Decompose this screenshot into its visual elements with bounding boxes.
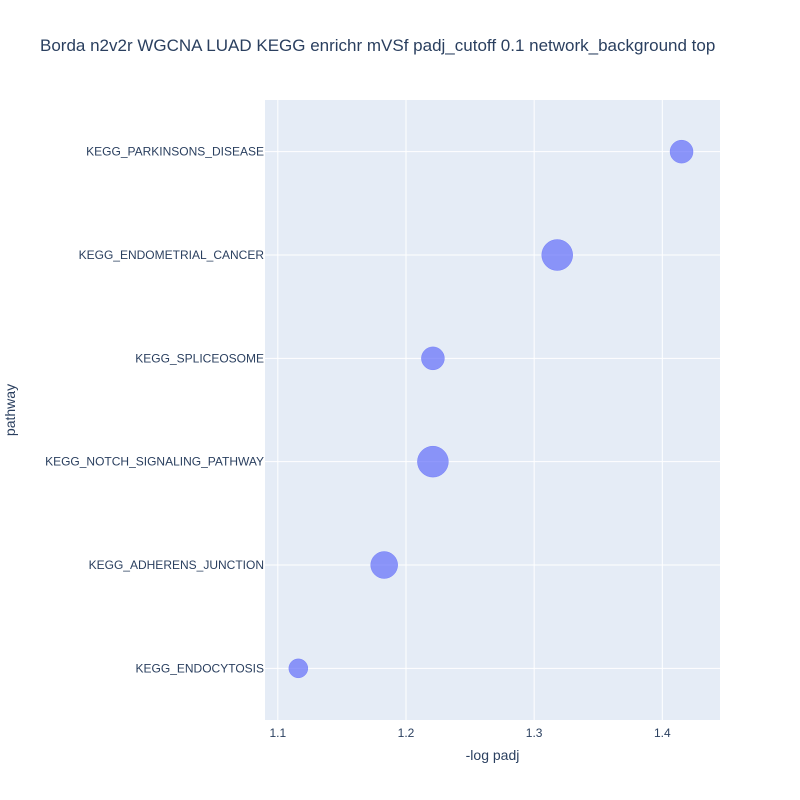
plot-area [265, 100, 720, 720]
data-points [288, 139, 694, 679]
x-tick-label: 1.4 [654, 726, 671, 740]
chart-title: Borda n2v2r WGCNA LUAD KEGG enrichr mVSf… [40, 36, 715, 55]
y-tick-label: KEGG_ENDOMETRIAL_CANCER [79, 248, 265, 262]
y-tick-label: KEGG_NOTCH_SIGNALING_PATHWAY [45, 455, 264, 469]
data-point [421, 346, 445, 371]
data-point [417, 445, 449, 478]
data-point [669, 139, 694, 164]
y-axis-title: pathway [2, 384, 18, 436]
y-tick-label: KEGG_PARKINSONS_DISEASE [86, 145, 264, 159]
x-tick-labels: 1.1 1.2 1.3 1.4 [269, 726, 671, 740]
y-tick-label: KEGG_ADHERENS_JUNCTION [89, 558, 264, 572]
y-tick-labels: KEGG_PARKINSONS_DISEASE KEGG_ENDOMETRIAL_… [45, 145, 264, 676]
data-point [370, 551, 398, 579]
x-tick-label: 1.1 [269, 726, 286, 740]
x-tick-label: 1.2 [398, 726, 415, 740]
x-tick-label: 1.3 [526, 726, 543, 740]
y-tick-label: KEGG_SPLICEOSOME [135, 351, 264, 365]
data-point [541, 239, 573, 271]
y-tick-label: KEGG_ENDOCYTOSIS [136, 661, 264, 675]
data-point [288, 658, 309, 679]
gridlines [265, 100, 720, 720]
x-axis-title: -log padj [466, 747, 520, 763]
